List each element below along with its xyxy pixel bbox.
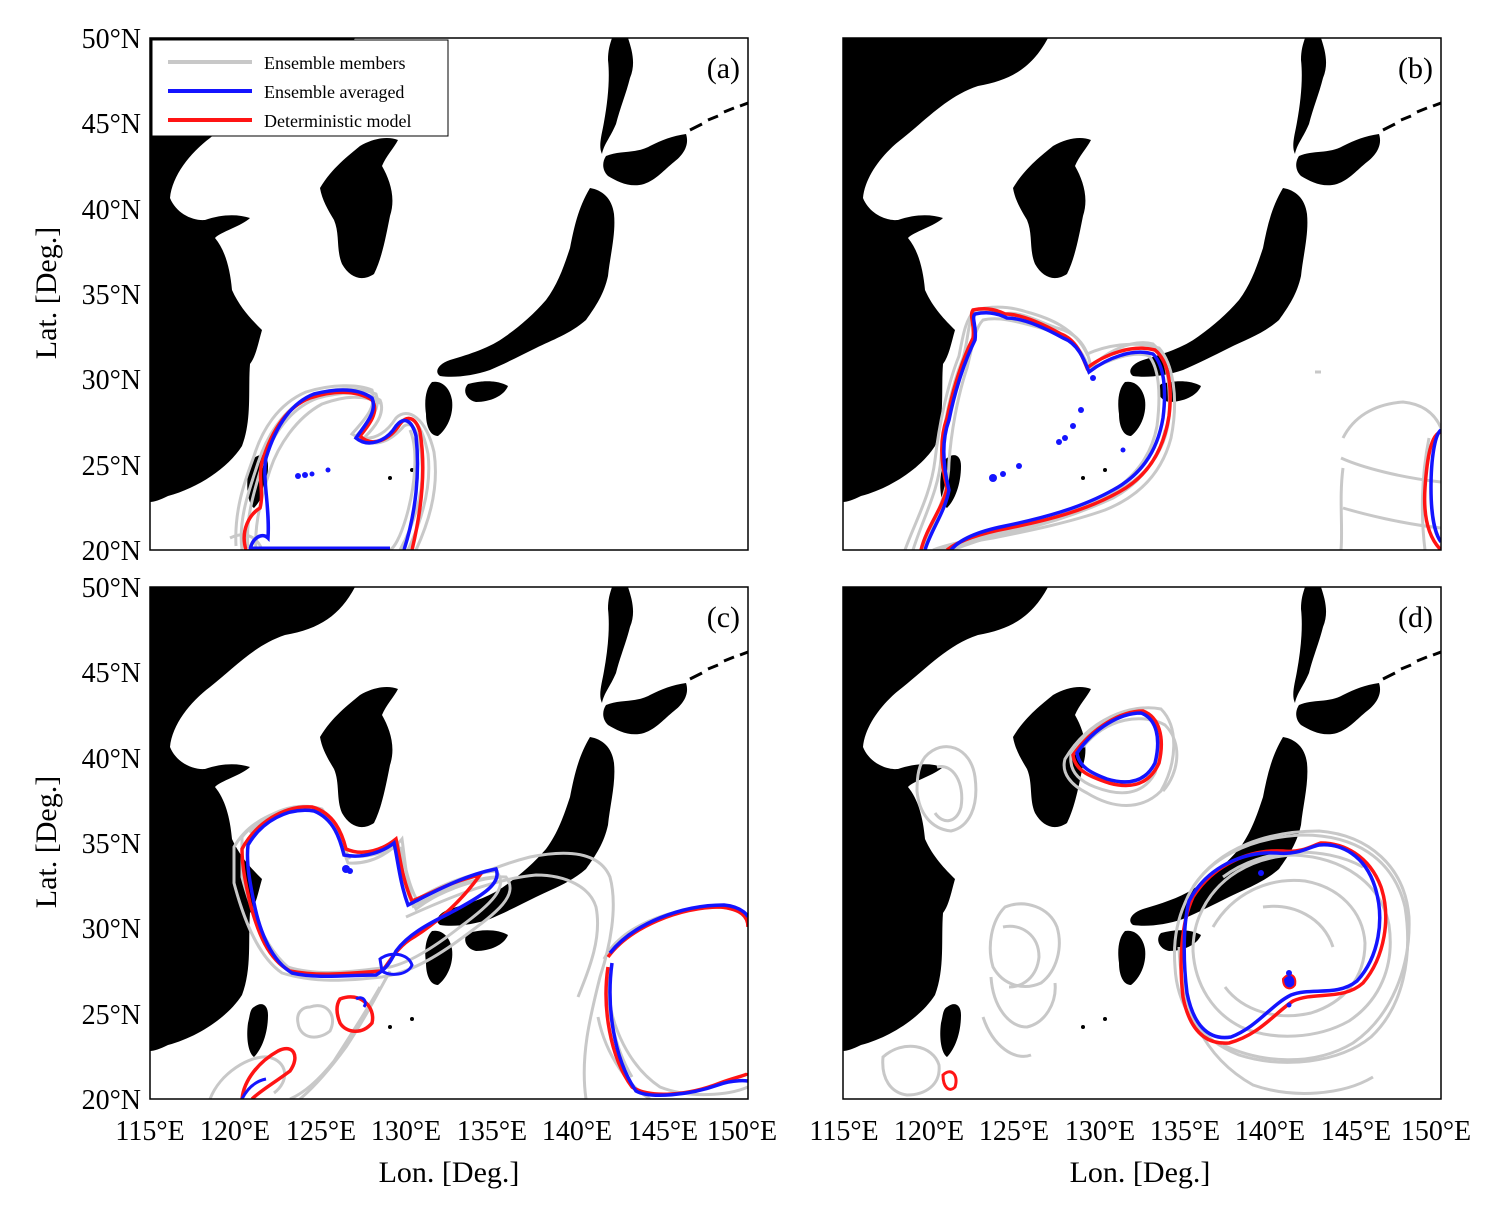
lon-tick: 140°E	[542, 1116, 612, 1147]
lat-tick: 20°N	[82, 536, 141, 567]
averaged-dots	[295, 467, 331, 479]
lat-tick: 40°N	[82, 195, 141, 226]
lon-tick: 145°E	[1321, 1116, 1391, 1147]
lon-tick: 125°E	[979, 1116, 1049, 1147]
averaged-dots	[989, 375, 1126, 482]
lon-tick: 135°E	[1150, 1116, 1220, 1147]
lat-tick: 35°N	[82, 280, 141, 311]
panel-label: (c)	[707, 601, 740, 634]
deterministic-contour	[919, 307, 1172, 550]
lon-tick: 130°E	[371, 1116, 441, 1147]
lon-tick: 140°E	[1235, 1116, 1305, 1147]
lon-tick: 150°E	[707, 1116, 777, 1147]
y-axis-label-bottom: Lat. [Deg.]	[30, 776, 63, 908]
panel-frame	[842, 37, 1442, 551]
lat-tick: 45°N	[82, 658, 141, 689]
map-panel-c: (c)	[149, 586, 749, 1100]
lat-tick: 45°N	[82, 109, 141, 140]
lon-ticks-left: 115°E 120°E 125°E 130°E 135°E 140°E 145°…	[115, 1116, 777, 1147]
lat-tick: 30°N	[82, 914, 141, 945]
lon-tick: 135°E	[457, 1116, 527, 1147]
lat-tick: 35°N	[82, 829, 141, 860]
panel-label: (d)	[1398, 601, 1433, 634]
legend: Ensemble members Ensemble averaged Deter…	[151, 39, 449, 137]
lon-tick: 115°E	[809, 1116, 878, 1147]
deterministic-contour-east	[1422, 430, 1441, 550]
panel-label: (b)	[1398, 52, 1433, 85]
legend-label-members: Ensemble members	[264, 53, 405, 73]
averaged-dots	[342, 865, 353, 874]
lat-tick: 25°N	[82, 1000, 141, 1031]
panel-label: (a)	[707, 52, 740, 85]
panel-frame	[842, 586, 1442, 1100]
lat-tick: 30°N	[82, 365, 141, 396]
ensemble-averaged-contour-east	[1429, 428, 1441, 544]
averaged-dots	[1258, 870, 1292, 1008]
lon-tick: 125°E	[286, 1116, 356, 1147]
lon-tick: 115°E	[115, 1116, 184, 1147]
y-axis-label-top: Lat. [Deg.]	[30, 227, 63, 359]
panel-frame	[149, 37, 749, 551]
lon-tick: 120°E	[894, 1116, 964, 1147]
lat-tick: 20°N	[82, 1085, 141, 1116]
lat-tick: 40°N	[82, 744, 141, 775]
ensemble-averaged-contour	[248, 388, 420, 550]
legend-label-deterministic: Deterministic model	[264, 111, 411, 131]
map-panel-b: (b)	[842, 37, 1442, 551]
ensemble-averaged-contour-east	[608, 903, 748, 1097]
x-axis-label-left: Lon. [Deg.]	[379, 1156, 520, 1189]
lon-ticks-right: 115°E 120°E 125°E 130°E 135°E 140°E 145°…	[809, 1116, 1471, 1147]
lat-ticks-bottom: 50°N 45°N 40°N 35°N 30°N 25°N 20°N	[82, 573, 141, 1116]
lon-tick: 145°E	[628, 1116, 698, 1147]
lat-tick: 50°N	[82, 573, 141, 604]
lon-tick: 130°E	[1065, 1116, 1135, 1147]
x-axis-label-right: Lon. [Deg.]	[1070, 1156, 1211, 1189]
lat-ticks-top: 50°N 45°N 40°N 35°N 30°N 25°N 20°N	[82, 24, 141, 567]
lon-tick: 150°E	[1401, 1116, 1471, 1147]
ensemble-averaged-contour-north	[1075, 711, 1160, 784]
ensemble-averaged-contour	[923, 311, 1167, 550]
lon-tick: 120°E	[200, 1116, 270, 1147]
lat-tick: 50°N	[82, 24, 141, 55]
ensemble-averaged-contour	[1182, 843, 1382, 1040]
map-panel-d: (d)	[842, 586, 1442, 1100]
lat-tick: 25°N	[82, 451, 141, 482]
ensemble-averaged-contour	[245, 808, 499, 979]
legend-label-averaged: Ensemble averaged	[264, 82, 404, 102]
panel-frame	[149, 586, 749, 1100]
